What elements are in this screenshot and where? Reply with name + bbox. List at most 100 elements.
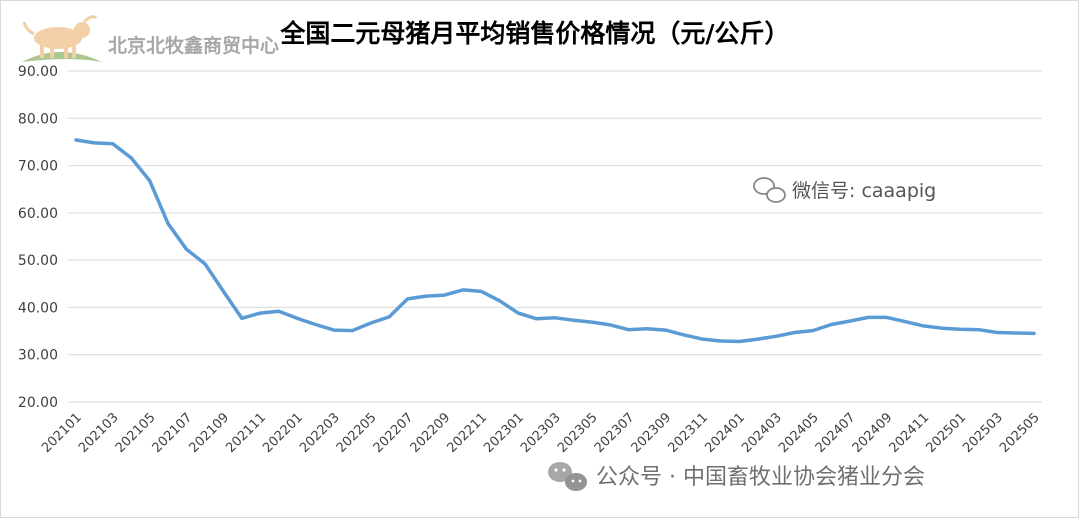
data-point: [92, 141, 96, 145]
x-tick-label: 202505: [997, 410, 1043, 456]
y-tick-label: 90.00: [18, 64, 58, 80]
data-point: [461, 288, 465, 292]
data-point: [645, 327, 649, 331]
grid-lines: [68, 70, 1042, 403]
x-tick-label: 202201: [260, 410, 306, 456]
y-tick-label: 50.00: [18, 253, 58, 269]
x-axis-ticks: 2021012021032021052021072021092021112022…: [39, 410, 1043, 456]
data-point: [332, 328, 336, 332]
bull-logo: [22, 15, 102, 62]
data-point: [295, 316, 299, 320]
footer-text: 公众号 · 中国畜牧业协会猪业分会: [596, 465, 925, 490]
data-point: [885, 315, 889, 319]
y-tick-label: 80.00: [18, 111, 58, 127]
data-point: [553, 316, 557, 320]
data-point: [221, 289, 225, 293]
watermark-text: 北京北牧鑫商贸中心: [108, 34, 279, 57]
x-tick-label: 202109: [187, 410, 233, 456]
data-point: [571, 318, 575, 322]
data-point: [185, 247, 189, 251]
data-point: [1014, 331, 1018, 335]
y-tick-label: 30.00: [18, 348, 58, 364]
x-tick-label: 202503: [960, 410, 1006, 456]
data-point: [498, 299, 502, 303]
wechat-icon: [548, 462, 587, 491]
data-point: [129, 156, 133, 160]
data-point: [369, 321, 373, 325]
wechat-id-badge: 微信号: caaapig: [753, 177, 936, 203]
x-tick-label: 202107: [150, 410, 196, 456]
y-tick-label: 20.00: [18, 395, 58, 411]
x-tick-label: 202207: [371, 410, 417, 456]
x-tick-label: 202309: [629, 410, 675, 456]
data-point: [258, 311, 262, 315]
x-tick-label: 202307: [592, 410, 638, 456]
data-point: [829, 322, 833, 326]
data-point: [627, 328, 631, 332]
x-tick-label: 202305: [555, 410, 601, 456]
data-point: [277, 309, 281, 313]
data-point: [958, 327, 962, 331]
x-tick-label: 202111: [223, 410, 269, 456]
data-point: [350, 329, 354, 333]
data-point: [995, 330, 999, 334]
data-point: [314, 322, 318, 326]
data-point: [442, 293, 446, 297]
x-tick-label: 202411: [887, 410, 933, 456]
data-point: [866, 315, 870, 319]
data-point: [516, 311, 520, 315]
x-tick-label: 202311: [666, 410, 712, 456]
x-tick-label: 202105: [113, 410, 159, 456]
x-tick-label: 202101: [39, 410, 85, 456]
data-point: [793, 330, 797, 334]
y-tick-label: 60.00: [18, 206, 58, 222]
x-tick-label: 202407: [813, 410, 859, 456]
data-point: [737, 339, 741, 343]
data-point: [608, 323, 612, 327]
x-tick-label: 202501: [923, 410, 969, 456]
data-point: [756, 337, 760, 341]
x-tick-label: 202303: [518, 410, 564, 456]
data-point: [535, 317, 539, 321]
data-point: [387, 315, 391, 319]
y-axis-ticks: 20.00 30.00 40.00 50.00 60.00 70.00 80.00 90.00: [18, 64, 58, 411]
chart-title: 全国二元母猪月平均销售价格情况（元/公斤）: [279, 19, 789, 48]
x-tick-label: 202301: [481, 410, 527, 456]
x-tick-label: 202401: [702, 410, 748, 456]
data-point: [166, 222, 170, 226]
data-point: [921, 324, 925, 328]
data-point: [664, 328, 668, 332]
series-line: [74, 138, 1036, 344]
wechat-id-text: 微信号: caaapig: [792, 180, 936, 202]
data-point: [240, 316, 244, 320]
x-tick-label: 202211: [444, 410, 490, 456]
data-point: [111, 142, 115, 146]
data-point: [903, 320, 907, 324]
footer-badge: 公众号 · 中国畜牧业协会猪业分会: [548, 462, 925, 491]
x-tick-label: 202403: [739, 410, 785, 456]
data-point: [700, 337, 704, 341]
y-tick-label: 70.00: [18, 159, 58, 175]
data-point: [590, 320, 594, 324]
data-point: [1032, 331, 1036, 335]
data-point: [719, 339, 723, 343]
wechat-icon: [753, 177, 786, 203]
x-tick-label: 202203: [297, 410, 343, 456]
series-layer: [74, 138, 1036, 344]
data-point: [479, 289, 483, 293]
data-point: [203, 262, 207, 266]
data-point: [424, 294, 428, 298]
data-point: [774, 334, 778, 338]
x-tick-label: 202209: [408, 410, 454, 456]
data-point: [148, 179, 152, 183]
x-tick-label: 202205: [334, 410, 380, 456]
x-tick-label: 202409: [850, 410, 896, 456]
data-point: [74, 138, 78, 142]
data-point: [406, 297, 410, 301]
x-tick-label: 202405: [776, 410, 822, 456]
data-point: [940, 326, 944, 330]
data-point: [811, 329, 815, 333]
x-tick-label: 202103: [76, 410, 122, 456]
